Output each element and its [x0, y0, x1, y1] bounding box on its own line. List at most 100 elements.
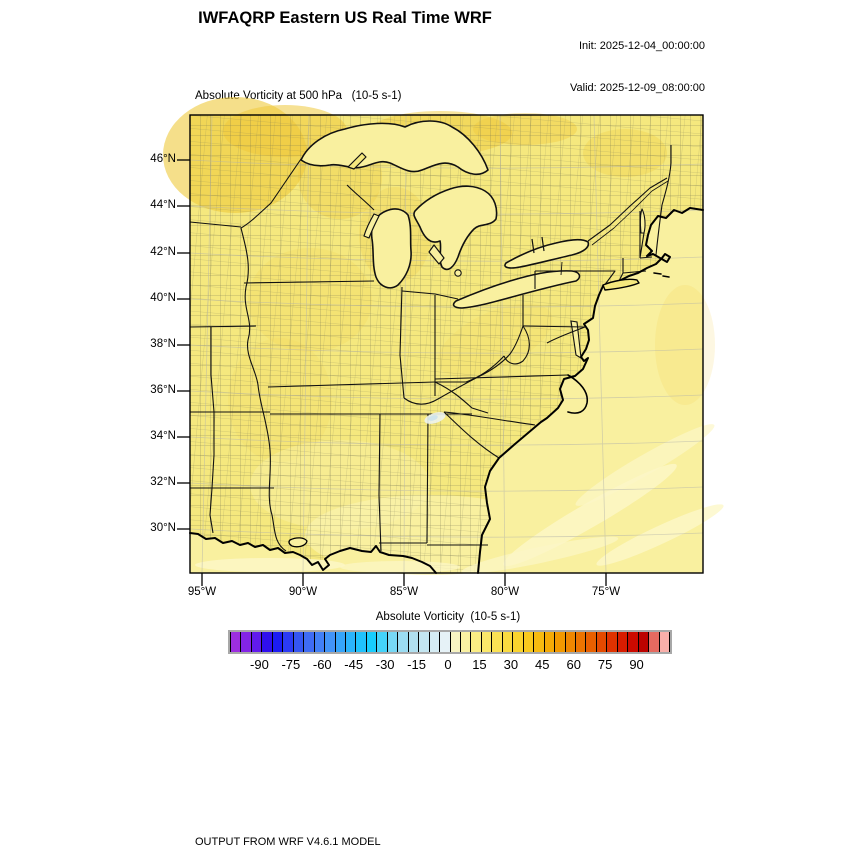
- colorbar-segment: [335, 632, 346, 652]
- lake-pontchartrain: [288, 537, 308, 548]
- long-island: [602, 278, 640, 291]
- colorbar-tick-label: -15: [407, 657, 426, 672]
- footer-model-line: OUTPUT FROM WRF V4.6.1 MODEL: [195, 836, 381, 848]
- colorbar-segment: [283, 632, 294, 652]
- lat-tick-label: 36°N: [150, 384, 176, 396]
- init-time: Init: 2025-12-04_00:00:00: [579, 40, 705, 52]
- lat-tick-label: 34°N: [150, 430, 176, 442]
- colorbar-tick-label: 30: [503, 657, 519, 672]
- lake-michigan: [370, 208, 412, 289]
- colorbar-segment: [356, 632, 367, 652]
- colorbar-segment: [251, 632, 263, 652]
- colorbar-segment: [387, 632, 399, 652]
- colorbar-segment: [481, 632, 493, 652]
- lat-tick-label: 40°N: [150, 292, 176, 304]
- colorbar-tick-label: 90: [629, 657, 644, 672]
- keweenaw-peninsula: [347, 152, 367, 170]
- colorbar-segment: [523, 632, 535, 652]
- coastline: [189, 207, 704, 574]
- colorbar-segment: [419, 632, 430, 652]
- colorbar-segment: [345, 632, 357, 652]
- lon-tick-label: 85°W: [389, 586, 419, 598]
- colorbar-segment: [272, 632, 284, 652]
- colorbar-segment: [377, 632, 388, 652]
- colorbar-segment: [440, 632, 451, 652]
- colorbar-tick-label: -45: [344, 657, 364, 672]
- map-frame: [189, 114, 704, 574]
- colorbar-segment: [607, 632, 618, 652]
- map-canvas: [163, 97, 724, 586]
- colorbar-segment: [293, 632, 305, 652]
- vorticity-map: [163, 97, 724, 586]
- colorbar-segment: [575, 632, 587, 652]
- colorbar-segment: [659, 632, 671, 652]
- lon-tick-label: 90°W: [288, 586, 318, 598]
- lon-tick-label: 80°W: [490, 586, 520, 598]
- saginaw-bay: [428, 244, 445, 265]
- colorbar-tick-label: -75: [281, 657, 301, 672]
- lon-tick-label: 95°W: [187, 586, 217, 598]
- lake-ontario: [504, 238, 590, 269]
- colorbar-segment: [586, 632, 597, 652]
- colorbar-segment: [450, 632, 461, 652]
- ocean-fill: [190, 208, 703, 573]
- page-title: IWFAQRP Eastern US Real Time WRF: [198, 9, 492, 27]
- lake-st-clair: [454, 269, 462, 277]
- colorbar-segment: [513, 632, 524, 652]
- colorbar-labels: -90 -75 -60 -45 -30 -15 0 15 30 45 60 75 90: [228, 657, 668, 673]
- footer: OUTPUT FROM WRF V4.6.1 MODEL WE = 310 ; …: [195, 809, 628, 850]
- colorbar-title: Absolute Vorticity (10-5 s-1): [375, 611, 521, 623]
- colorbar-segment: [262, 632, 273, 652]
- colorbar-segment: [325, 632, 336, 652]
- lake-champlain: [639, 208, 646, 234]
- negative-vorticity-spot: [424, 412, 446, 424]
- colorbar-tick-label: -60: [312, 657, 332, 672]
- colorbar-tick-label: 0: [444, 657, 452, 672]
- axis-ticks: [177, 159, 607, 586]
- lat-tick-label: 38°N: [150, 338, 176, 350]
- colorbar-segment: [544, 632, 556, 652]
- colorbar-segment: [502, 632, 514, 652]
- colorbar-segment: [649, 632, 660, 652]
- valid-time: Valid: 2025-12-09_08:00:00: [570, 82, 705, 94]
- lat-tick-label: 32°N: [150, 476, 176, 488]
- colorbar-segment: [366, 632, 378, 652]
- colorbar-segment: [638, 632, 650, 652]
- lat-tick-label: 30°N: [150, 522, 176, 534]
- state-borders: [189, 145, 672, 552]
- colorbar-segment: [460, 632, 472, 652]
- colorbar-segment: [555, 632, 566, 652]
- colorbar-tick-label: 60: [566, 657, 581, 672]
- green-bay: [363, 213, 380, 239]
- lake-huron: [413, 185, 498, 271]
- colorbar-tick-label: 15: [472, 657, 487, 672]
- great-lakes: [300, 120, 646, 309]
- colorbar-segment: [408, 632, 420, 652]
- colorbar-segment: [429, 632, 441, 652]
- colorbar-segment: [565, 632, 576, 652]
- colorbar-tick-label: -30: [375, 657, 395, 672]
- finger-lakes: [531, 236, 545, 254]
- colorbar-segment: [596, 632, 608, 652]
- marthas-vineyard: [653, 272, 670, 278]
- lon-tick-label: 75°W: [591, 586, 621, 598]
- model-run-info: Init: 2025-12-04_00:00:00 Valid: 2025-12…: [570, 11, 705, 123]
- colorbar-segment: [617, 632, 629, 652]
- outer-banks: [567, 374, 589, 414]
- lake-erie: [452, 270, 581, 309]
- colorbar-segment: [304, 632, 315, 652]
- colorbar-segment: [628, 632, 639, 652]
- lat-tick-label: 44°N: [150, 199, 176, 211]
- lat-tick-label: 46°N: [150, 153, 176, 165]
- colorbar-segment: [492, 632, 503, 652]
- colorbar: [228, 630, 672, 654]
- plot-title: Absolute Vorticity at 500 hPa (10-5 s-1): [195, 90, 402, 102]
- lat-tick-label: 42°N: [150, 246, 176, 258]
- colorbar-segment: [471, 632, 482, 652]
- colorbar-tick-label: 45: [535, 657, 550, 672]
- colorbar-segment: [534, 632, 545, 652]
- colorbar-segment: [230, 632, 242, 652]
- colorbar-segment: [241, 632, 252, 652]
- colorbar-segment: [314, 632, 326, 652]
